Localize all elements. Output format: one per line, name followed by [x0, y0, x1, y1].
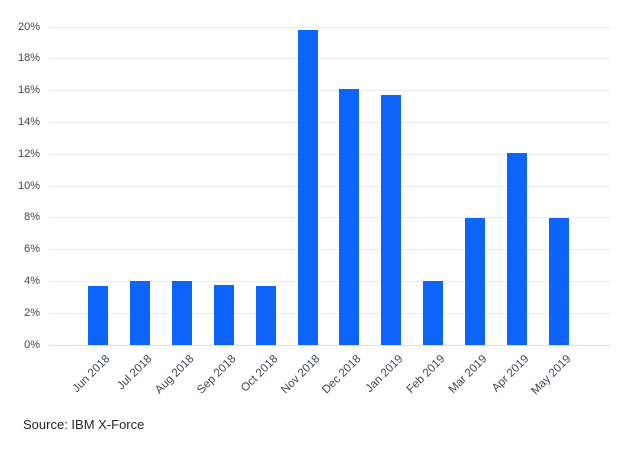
x-axis-tick-label: Mar 2019 — [446, 353, 490, 396]
bar-sep-2018 — [213, 284, 234, 345]
gridline — [49, 121, 610, 123]
x-axis-tick-label: Jan 2019 — [363, 353, 406, 395]
x-axis-tick-label: Nov 2018 — [278, 353, 322, 397]
gridline — [49, 153, 610, 155]
bar-jan-2019 — [381, 95, 402, 345]
x-axis-tick-label: Oct 2018 — [238, 353, 281, 395]
x-axis-tick-label: Jul 2018 — [115, 353, 155, 393]
x-axis-tick-label: Dec 2018 — [320, 353, 364, 397]
bar-may-2019 — [548, 217, 569, 345]
y-axis-tick-label: 6% — [24, 243, 40, 256]
gridline — [49, 90, 610, 92]
y-axis-tick-label: 10% — [17, 179, 40, 192]
y-axis-tick-label: 12% — [17, 147, 40, 160]
y-axis-tick-label: 8% — [24, 211, 40, 224]
bar-nov-2018 — [297, 30, 318, 345]
y-axis-tick-label: 4% — [24, 274, 40, 287]
x-axis-tick-label: Apr 2019 — [489, 353, 532, 395]
y-axis-tick-label: 16% — [17, 84, 40, 97]
y-axis-tick-label: 14% — [17, 115, 40, 128]
x-axis-tick-label: Sep 2018 — [194, 353, 239, 397]
gridline — [49, 58, 610, 60]
source-caption: Source: IBM X-Force — [23, 417, 145, 432]
bar-mar-2019 — [465, 217, 486, 345]
bar-dec-2018 — [339, 89, 360, 345]
bar-aug-2018 — [171, 281, 192, 345]
bar-jun-2018 — [88, 286, 108, 345]
y-axis-tick-label: 2% — [24, 306, 40, 319]
gridline — [49, 185, 610, 187]
x-axis-tick-label: May 2019 — [529, 353, 574, 398]
y-axis-tick-label: 20% — [17, 20, 40, 33]
bar-feb-2019 — [423, 281, 444, 345]
gridline — [49, 217, 610, 219]
gridline — [49, 280, 610, 282]
gridline — [49, 249, 610, 251]
bar-apr-2019 — [507, 152, 527, 345]
x-axis-baseline — [49, 344, 610, 346]
x-axis-tick-label: Aug 2018 — [152, 353, 197, 397]
gridline — [49, 26, 610, 28]
y-axis-tick-label: 0% — [24, 338, 40, 351]
plot-area — [49, 26, 610, 346]
gridline — [49, 312, 610, 314]
x-axis-tick-label: Feb 2019 — [404, 353, 448, 396]
x-axis-tick-label: Jun 2018 — [70, 353, 113, 395]
bar-jul-2018 — [129, 281, 150, 345]
y-axis-tick-label: 18% — [17, 52, 40, 65]
bar-oct-2018 — [255, 286, 276, 345]
